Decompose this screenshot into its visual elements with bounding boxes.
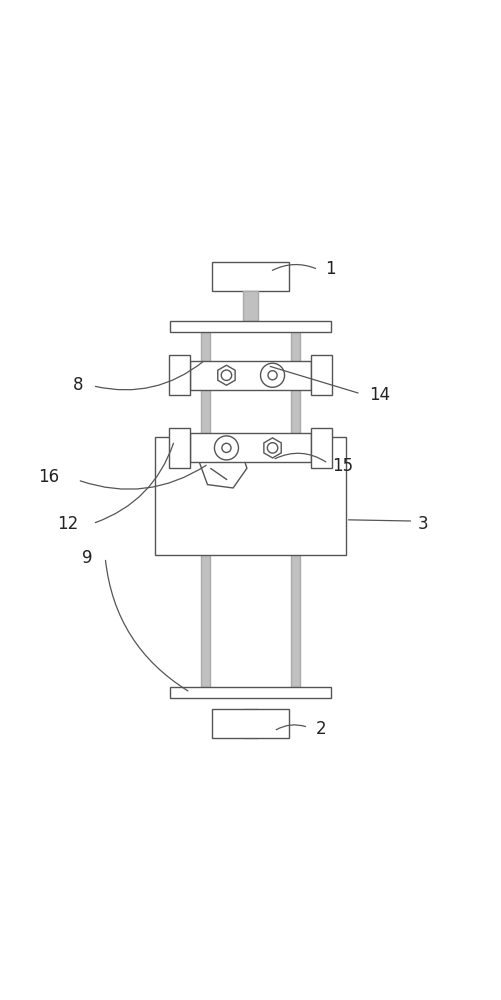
Circle shape xyxy=(222,443,231,452)
Text: 9: 9 xyxy=(83,549,93,567)
Circle shape xyxy=(268,371,277,380)
Bar xyxy=(155,437,346,555)
Bar xyxy=(211,262,289,291)
Bar xyxy=(211,709,289,738)
Text: 12: 12 xyxy=(57,515,78,533)
Text: 2: 2 xyxy=(315,720,326,738)
Bar xyxy=(169,428,190,468)
Text: 1: 1 xyxy=(325,260,336,278)
Polygon shape xyxy=(218,365,235,385)
Bar xyxy=(291,332,300,687)
Bar xyxy=(190,361,311,390)
Circle shape xyxy=(214,436,238,460)
Bar xyxy=(169,355,190,395)
Text: 15: 15 xyxy=(333,457,354,475)
Bar xyxy=(201,332,210,687)
Text: 16: 16 xyxy=(39,468,60,486)
Text: 14: 14 xyxy=(369,386,390,404)
Bar xyxy=(243,709,258,738)
Bar xyxy=(170,321,331,332)
Text: 3: 3 xyxy=(418,515,429,533)
Polygon shape xyxy=(264,438,281,458)
Bar xyxy=(190,433,311,462)
Circle shape xyxy=(268,443,278,453)
Bar xyxy=(243,291,258,321)
Circle shape xyxy=(261,363,285,387)
Bar xyxy=(311,355,332,395)
Bar xyxy=(311,428,332,468)
Circle shape xyxy=(221,370,231,380)
Text: 8: 8 xyxy=(73,376,83,394)
Polygon shape xyxy=(199,443,247,488)
Bar xyxy=(170,687,331,698)
